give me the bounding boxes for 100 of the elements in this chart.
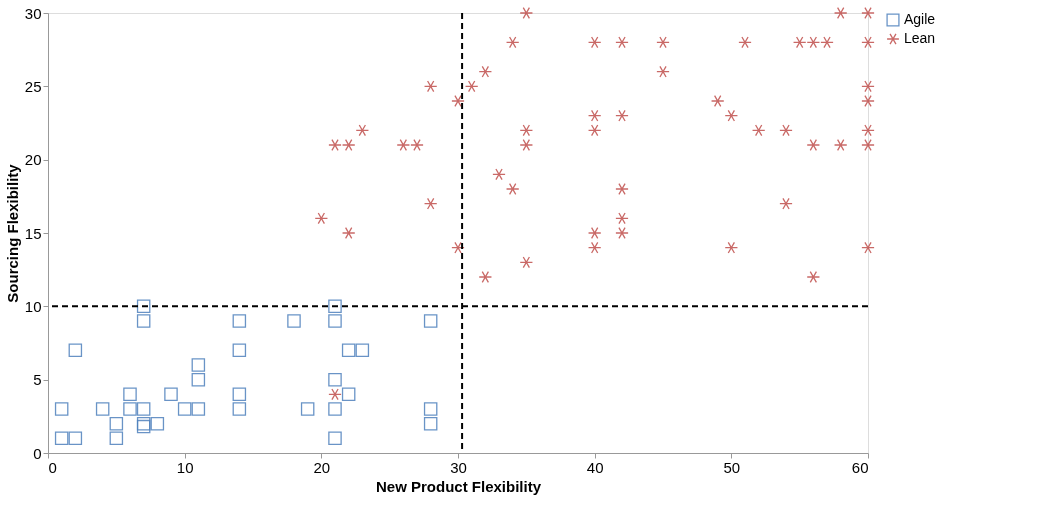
y-tick-label: 0	[33, 444, 42, 462]
point	[191, 358, 206, 372]
point	[861, 241, 875, 254]
point	[423, 314, 438, 328]
x-axis-title: New Product Flexibility	[375, 477, 542, 495]
y-tick-label: 30	[24, 4, 42, 22]
point	[656, 36, 670, 49]
point	[287, 314, 301, 328]
point	[164, 387, 178, 402]
x-tick-label: 40	[586, 458, 604, 476]
point	[150, 416, 165, 431]
point	[833, 7, 848, 19]
x-tick-label: 0	[48, 458, 57, 476]
point	[615, 212, 629, 225]
point	[328, 139, 342, 151]
point	[109, 416, 124, 431]
point	[615, 109, 629, 122]
point	[54, 431, 69, 446]
point	[505, 183, 520, 195]
point	[861, 124, 875, 137]
point	[68, 343, 83, 358]
point	[232, 402, 247, 416]
point	[861, 36, 875, 49]
x-tick-label: 50	[723, 458, 741, 476]
point	[341, 343, 356, 358]
point	[478, 65, 493, 78]
point	[396, 139, 411, 151]
point	[328, 314, 342, 328]
point	[505, 36, 520, 49]
point	[423, 402, 438, 416]
point	[341, 139, 356, 151]
point	[779, 197, 793, 210]
y-axis-title: Sourcing Flexibility	[3, 163, 21, 303]
x-tick-label: 60	[851, 458, 869, 476]
point	[724, 241, 739, 254]
point	[341, 227, 356, 239]
point	[410, 139, 424, 151]
point	[464, 80, 479, 93]
point	[519, 256, 534, 269]
point	[492, 168, 506, 181]
point	[123, 402, 137, 416]
point	[710, 95, 725, 107]
point	[355, 343, 370, 358]
point	[232, 387, 247, 402]
point	[656, 65, 670, 78]
y-tick-label: 15	[24, 224, 42, 242]
point	[341, 387, 356, 402]
point	[519, 7, 534, 19]
x-tick-label: 20	[313, 458, 331, 476]
legend-label: Lean	[904, 30, 936, 46]
point	[587, 36, 602, 49]
point	[587, 109, 602, 122]
point	[615, 183, 629, 195]
point	[861, 7, 875, 19]
point	[806, 271, 821, 283]
point	[861, 139, 875, 151]
point	[861, 80, 875, 93]
point	[519, 124, 534, 137]
point	[751, 124, 766, 137]
point	[423, 197, 438, 210]
point	[587, 241, 602, 254]
point	[587, 227, 602, 239]
legend-label: Agile	[904, 11, 936, 27]
point	[806, 36, 821, 49]
point	[232, 343, 247, 358]
y-tick-label: 5	[33, 371, 42, 389]
point	[191, 372, 206, 387]
point	[423, 80, 438, 93]
point	[328, 372, 342, 387]
point	[136, 314, 151, 328]
point	[232, 314, 247, 328]
point	[820, 36, 834, 49]
point	[519, 139, 534, 151]
point	[738, 36, 752, 49]
point	[54, 402, 69, 416]
x-tick-label: 30	[450, 458, 467, 476]
point	[314, 212, 329, 225]
point	[806, 139, 821, 151]
point	[109, 431, 124, 446]
point	[355, 124, 370, 137]
point	[451, 95, 465, 107]
y-tick-label: 10	[24, 297, 42, 315]
point	[191, 402, 206, 416]
point	[792, 36, 807, 49]
point	[300, 402, 315, 416]
x-tick-label: 10	[176, 458, 194, 476]
point	[177, 402, 192, 416]
point	[95, 402, 110, 416]
point	[136, 402, 151, 416]
point	[328, 431, 342, 446]
point	[724, 109, 739, 122]
point	[833, 139, 848, 151]
y-tick-label: 20	[24, 151, 42, 169]
point	[136, 299, 151, 314]
point	[423, 416, 438, 431]
point	[328, 402, 342, 416]
point	[615, 36, 629, 49]
point	[478, 271, 493, 283]
point	[779, 124, 793, 137]
point	[328, 299, 342, 314]
